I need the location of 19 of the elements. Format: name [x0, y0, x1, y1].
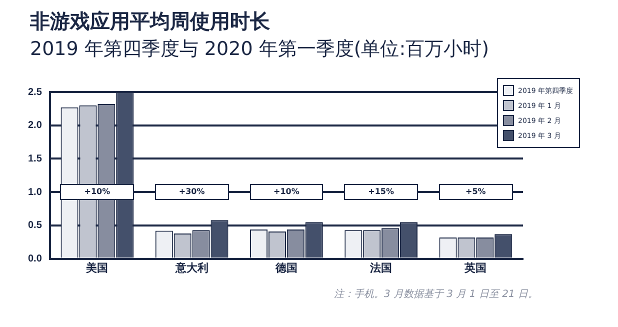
chart-title: 非游戏应用平均周使用时长: [30, 8, 270, 35]
x-tick-label: 美国: [85, 261, 108, 274]
x-tick-label: 意大利: [174, 261, 208, 274]
y-tick-label: 1.0: [28, 186, 42, 198]
callout-box: +10%: [250, 184, 324, 200]
y-tick-label: 0.5: [28, 220, 42, 232]
callout-box: +10%: [60, 184, 134, 200]
y-tick-label: 2.5: [28, 86, 42, 98]
callout-box: +15%: [344, 184, 418, 200]
x-tick-label: 德国: [274, 261, 298, 274]
callout-box: +30%: [154, 184, 229, 200]
y-tick-label: 0.0: [28, 254, 42, 265]
x-tick-label: 英国: [464, 261, 487, 274]
y-tick-label: 1.5: [28, 153, 42, 164]
text: 注：手机。3 月数据基于 3 月 1 日至 21 日。: [334, 288, 538, 301]
x-tick-label: 法国: [369, 261, 392, 274]
y-tick-label: 2.0: [28, 120, 42, 132]
callout-box: +5%: [438, 184, 513, 200]
chart-subtitle: 2019 年第四季度与 2020 年第一季度(单位:百万小时): [30, 37, 490, 62]
